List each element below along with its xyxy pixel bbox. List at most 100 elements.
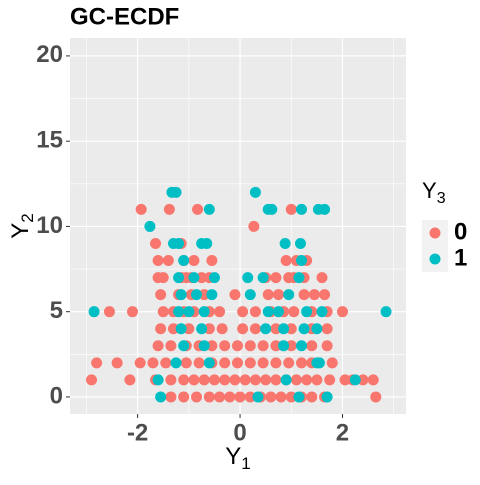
point — [178, 340, 190, 352]
point — [244, 391, 256, 403]
point — [178, 255, 190, 267]
point — [306, 340, 318, 352]
point — [192, 203, 204, 215]
point — [380, 306, 392, 318]
point — [367, 374, 379, 386]
point — [239, 374, 251, 386]
point — [157, 272, 169, 284]
point — [285, 203, 297, 215]
point — [126, 306, 138, 318]
legend-label: 0 — [454, 218, 467, 245]
x-label-sub: 1 — [241, 454, 250, 473]
point — [208, 374, 220, 386]
y-tick-label: 20 — [36, 41, 63, 68]
point — [150, 237, 162, 249]
point — [206, 289, 218, 301]
point — [193, 357, 205, 369]
point — [229, 289, 241, 301]
point — [316, 272, 328, 284]
point — [311, 323, 323, 335]
legend-title-main: Y — [422, 178, 437, 203]
point — [88, 306, 100, 318]
point — [296, 203, 308, 215]
point — [257, 272, 269, 284]
point — [170, 186, 182, 198]
point — [266, 203, 278, 215]
point — [278, 323, 290, 335]
point — [270, 374, 282, 386]
point — [219, 374, 231, 386]
x-tick-label: 0 — [233, 419, 246, 446]
point — [272, 289, 284, 301]
point — [203, 203, 215, 215]
point — [175, 289, 187, 301]
point — [248, 220, 260, 232]
point — [86, 374, 98, 386]
point — [283, 357, 295, 369]
point — [349, 374, 361, 386]
point — [219, 357, 231, 369]
point — [244, 357, 256, 369]
point — [178, 374, 190, 386]
point — [293, 391, 305, 403]
x-label-main: Y — [225, 443, 241, 470]
point — [272, 306, 284, 318]
point — [301, 374, 313, 386]
point — [262, 289, 274, 301]
point — [155, 391, 167, 403]
y-tick-label: 10 — [36, 212, 63, 239]
x-axis-label: Y1 — [225, 443, 250, 473]
point — [294, 237, 306, 249]
point — [301, 306, 313, 318]
point — [279, 237, 291, 249]
point — [165, 391, 177, 403]
point — [234, 391, 246, 403]
point — [208, 272, 220, 284]
point — [224, 391, 236, 403]
point — [339, 374, 351, 386]
point — [178, 391, 190, 403]
point — [257, 357, 269, 369]
point — [170, 357, 182, 369]
point — [231, 340, 243, 352]
point — [285, 391, 297, 403]
point — [288, 306, 300, 318]
legend-label: 1 — [454, 244, 467, 271]
point — [173, 306, 185, 318]
point — [298, 289, 310, 301]
point — [306, 391, 318, 403]
point — [280, 374, 292, 386]
point — [103, 306, 115, 318]
point — [321, 391, 333, 403]
legend-title: Y3 — [422, 178, 446, 207]
point — [135, 203, 147, 215]
y-label-main: Y — [7, 223, 34, 239]
point — [270, 357, 282, 369]
point — [336, 306, 348, 318]
point — [183, 323, 195, 335]
point — [203, 323, 215, 335]
point — [357, 374, 369, 386]
point — [152, 255, 164, 267]
point — [326, 357, 338, 369]
point — [316, 306, 328, 318]
point — [249, 306, 261, 318]
point — [196, 272, 208, 284]
point — [191, 289, 203, 301]
point — [155, 289, 167, 301]
point — [165, 340, 177, 352]
point — [237, 323, 249, 335]
point — [298, 323, 310, 335]
point — [124, 374, 136, 386]
y-label-sub: 2 — [18, 213, 37, 222]
point — [296, 357, 308, 369]
point — [152, 374, 164, 386]
point — [249, 186, 261, 198]
point — [214, 391, 226, 403]
legend-marker — [429, 227, 441, 239]
point — [285, 340, 297, 352]
point — [147, 357, 159, 369]
point — [296, 340, 308, 352]
point — [188, 255, 200, 267]
point — [198, 306, 210, 318]
